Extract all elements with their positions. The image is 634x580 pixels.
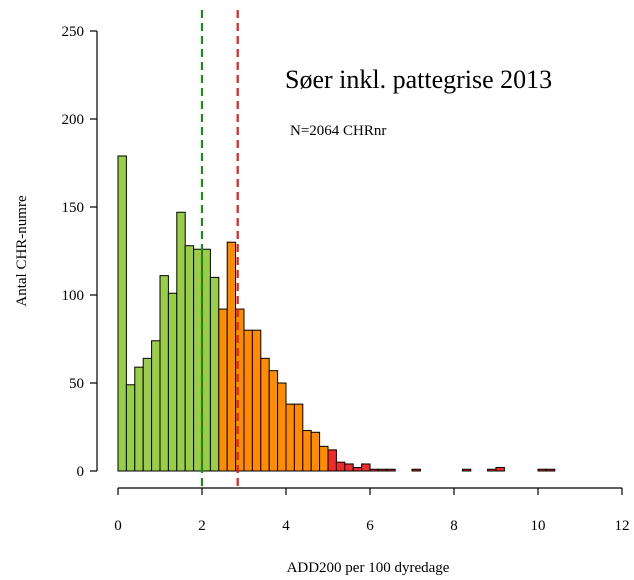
- histogram-bar: [268, 370, 279, 472]
- histogram-bar: [335, 461, 346, 472]
- histogram-bar: [243, 329, 253, 472]
- histogram-bar: [167, 292, 178, 472]
- x-tick-label: 6: [366, 518, 374, 534]
- histogram-bar: [209, 276, 220, 472]
- histogram-bar: [495, 466, 505, 472]
- histogram-bar: [319, 445, 329, 472]
- histogram-bar: [386, 468, 396, 472]
- y-tick-label: 50: [69, 376, 84, 392]
- reference-lines: [200, 10, 239, 488]
- histogram-bar: [184, 245, 195, 472]
- histogram-bar: [327, 449, 337, 472]
- histogram-bar: [545, 468, 556, 472]
- histogram-bar: [125, 384, 136, 472]
- histogram-bar: [344, 463, 354, 472]
- y-axis-label: Antal CHR-numre: [14, 195, 30, 307]
- x-axis: 0 2 4 6 8 10 12: [114, 487, 630, 534]
- chart-title: Søer inkl. pattegrise 2013: [285, 65, 552, 94]
- chart-subtitle: N=2064 CHRnr: [290, 123, 386, 139]
- x-tick-label: 2: [198, 518, 206, 534]
- histogram-bar: [361, 463, 371, 472]
- histogram-bar: [151, 340, 161, 472]
- histogram-bar: [285, 403, 295, 472]
- histogram-bar: [142, 357, 153, 472]
- y-tick-label: 100: [62, 288, 85, 304]
- histogram-bar: [461, 468, 472, 472]
- y-tick-label: 0: [77, 464, 85, 480]
- x-tick-label: 4: [282, 518, 290, 534]
- histogram-bar: [251, 329, 262, 472]
- x-axis-label: ADD200 per 100 dyredage: [287, 560, 450, 576]
- x-tick-label: 0: [114, 518, 122, 534]
- histogram-bar: [117, 155, 127, 472]
- histogram-bar: [193, 248, 203, 472]
- x-tick-label: 10: [531, 518, 546, 534]
- histogram-bar: [377, 468, 388, 472]
- histogram-bar: [260, 357, 270, 472]
- histogram-bar: [218, 308, 228, 472]
- histogram-bar: [134, 366, 144, 472]
- histogram-bar: [226, 241, 237, 472]
- histogram-bar: [302, 430, 312, 472]
- y-axis: 0 50 100 150 200 250: [62, 24, 98, 480]
- histogram-bar: [159, 275, 169, 472]
- histogram-bar: [487, 468, 497, 472]
- x-tick-label: 8: [450, 518, 458, 534]
- histogram-bar: [352, 466, 363, 472]
- histogram-bar: [201, 248, 211, 472]
- histogram-bar: [176, 211, 186, 472]
- y-tick-label: 150: [62, 200, 85, 216]
- histogram-bar: [369, 468, 379, 472]
- histogram-bars: [117, 155, 556, 472]
- histogram-bar: [293, 403, 304, 472]
- histogram-bar: [537, 468, 547, 472]
- histogram-bar: [277, 382, 287, 472]
- y-tick-label: 250: [62, 24, 85, 40]
- x-tick-label: 12: [615, 518, 630, 534]
- y-tick-label: 200: [62, 112, 85, 128]
- histogram-bar: [411, 468, 421, 472]
- histogram-bar: [310, 431, 321, 472]
